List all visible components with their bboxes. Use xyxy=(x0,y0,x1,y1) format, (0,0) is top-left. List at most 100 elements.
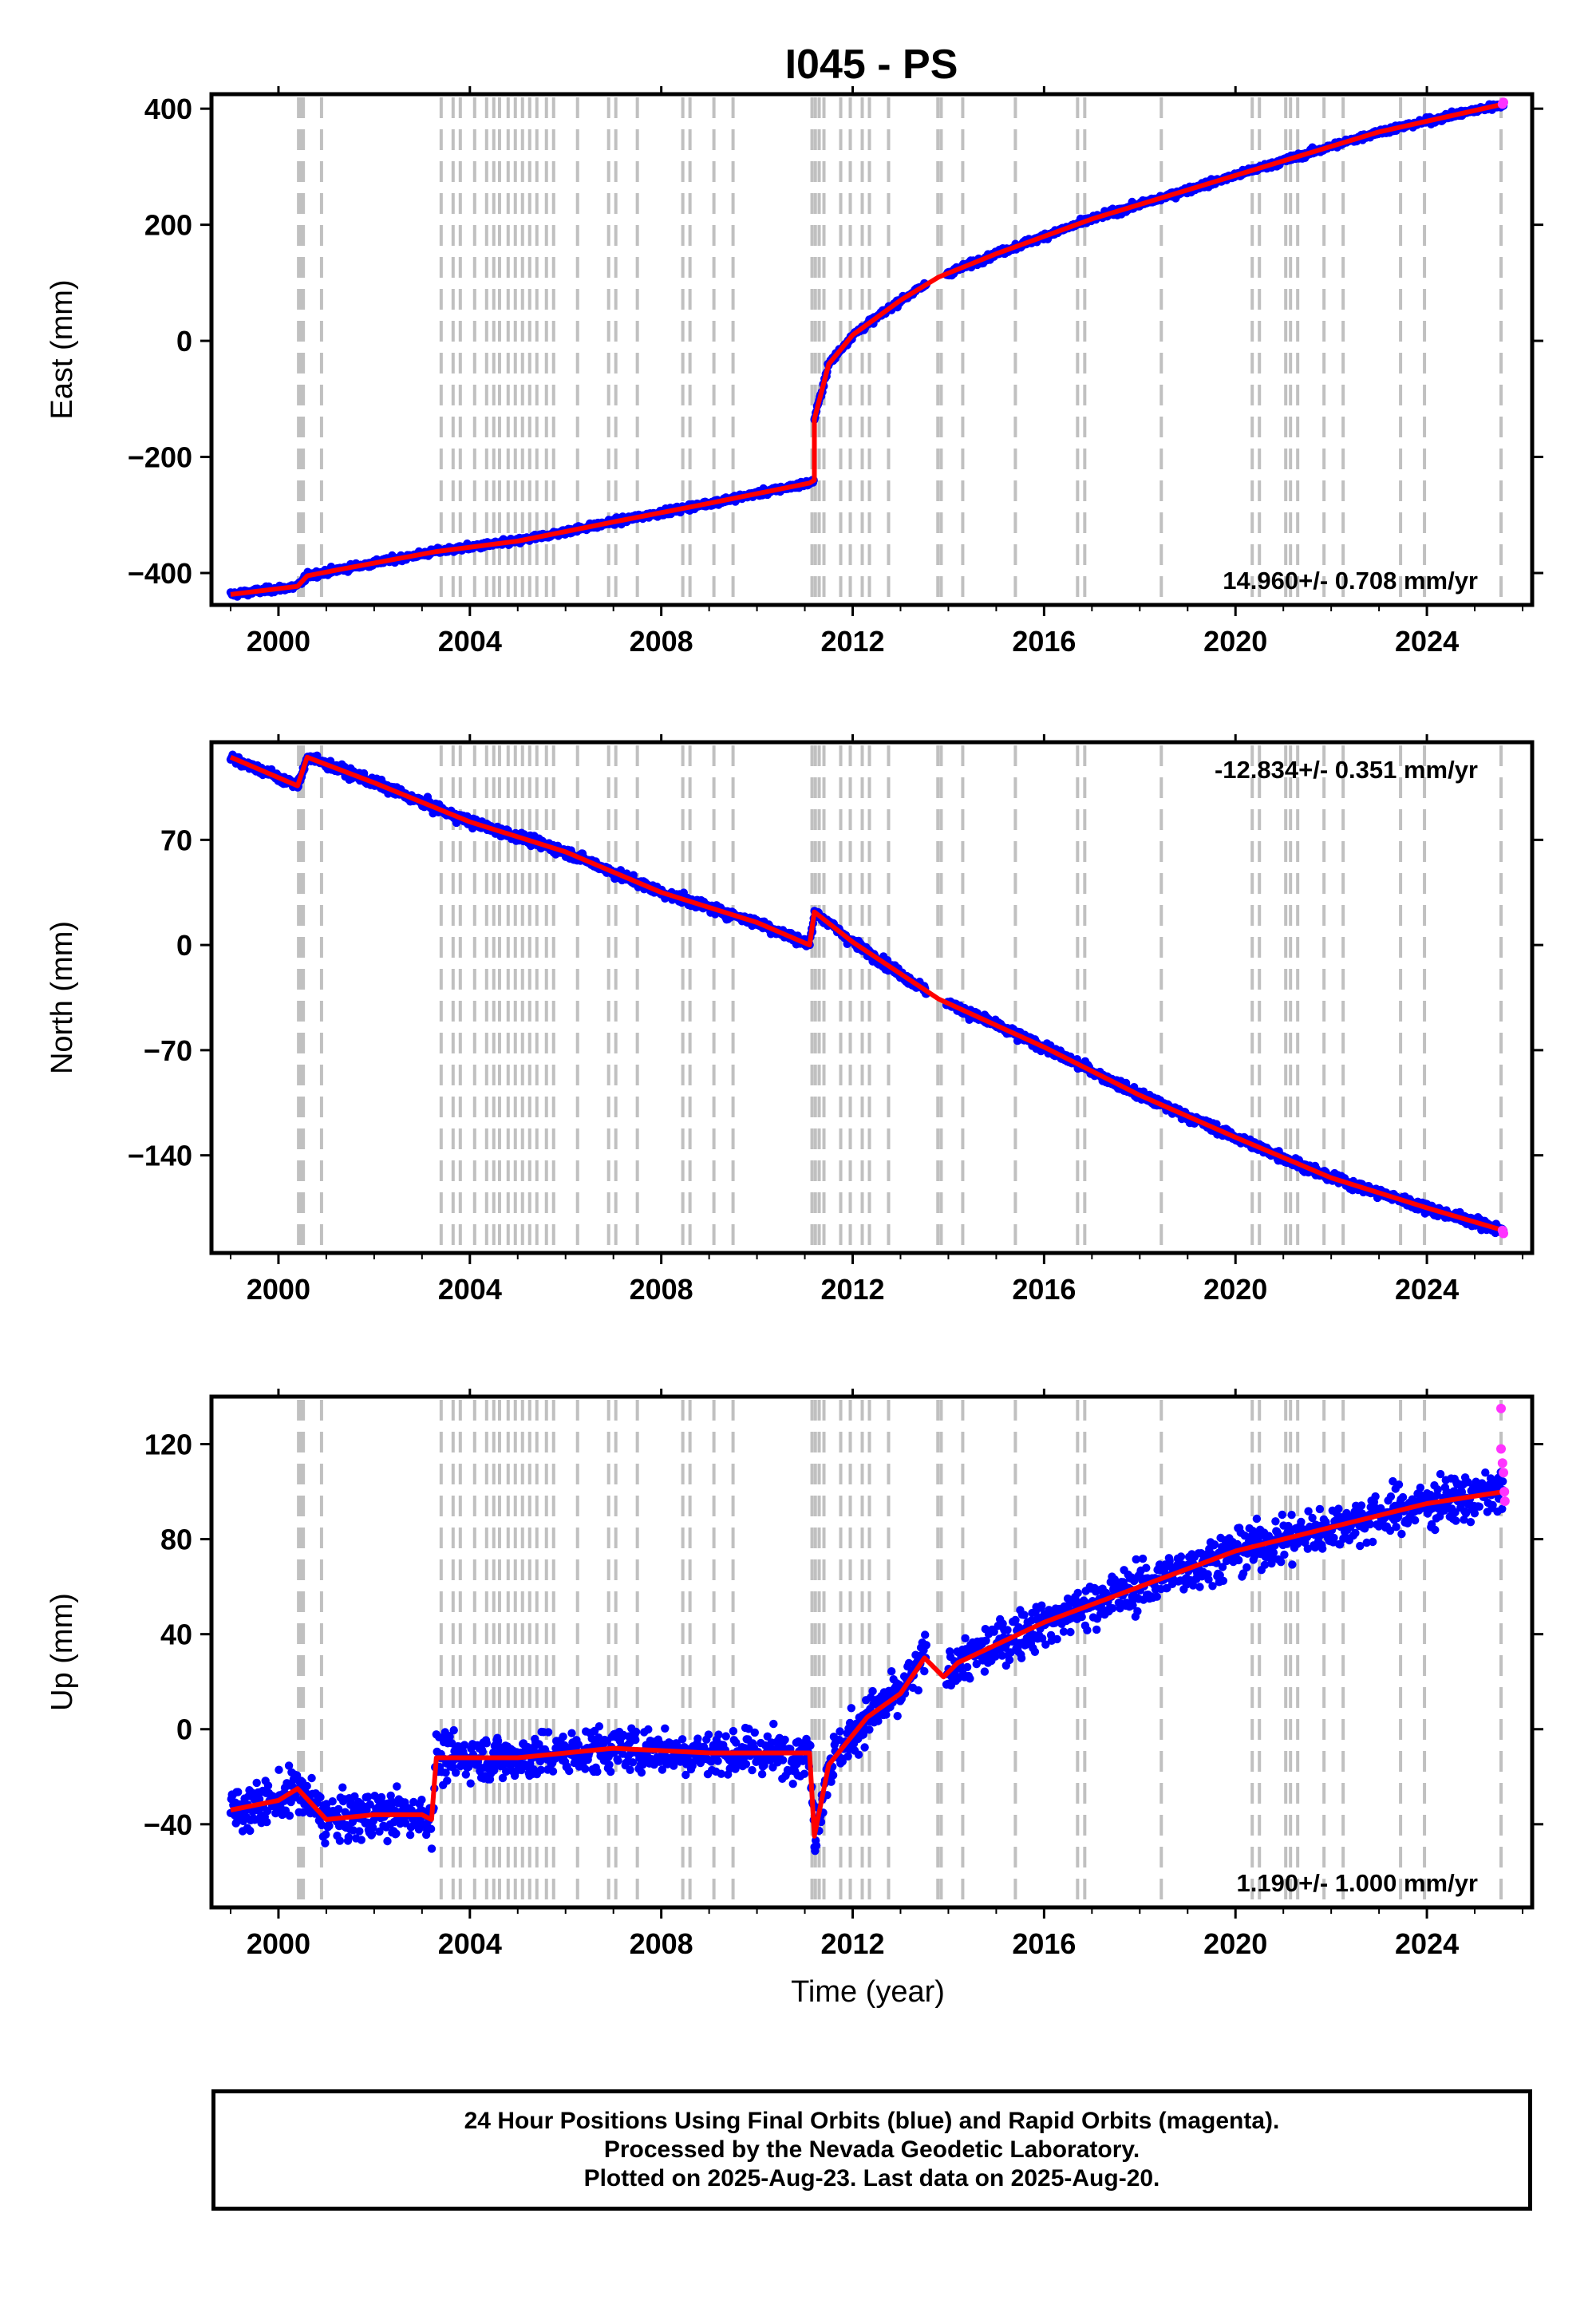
data-point xyxy=(763,1732,772,1741)
data-point xyxy=(778,1756,788,1765)
data-point xyxy=(605,1761,614,1769)
data-point xyxy=(606,1767,615,1777)
data-point xyxy=(812,1841,821,1850)
panels: 2000 2004 2008 2012 2016 2020 2024−400−2000200… xyxy=(45,86,1543,2009)
plot-frame xyxy=(209,740,1535,1255)
model-line xyxy=(229,754,1504,1233)
data-point xyxy=(255,1795,264,1804)
y-axis-label: East (mm) xyxy=(45,279,79,419)
y-tick-label: 400 xyxy=(144,93,192,125)
data-point xyxy=(246,1826,255,1836)
x-tick-label: 2012 xyxy=(820,625,884,658)
data-point xyxy=(714,1730,723,1739)
rapid-point xyxy=(1499,97,1508,108)
data-point xyxy=(466,1779,475,1788)
data-point xyxy=(693,1734,702,1743)
data-point xyxy=(806,1741,815,1750)
data-point xyxy=(328,1797,337,1806)
final-orbit-points xyxy=(226,1468,1508,1856)
data-point xyxy=(449,1725,458,1735)
data-point xyxy=(284,1761,294,1770)
data-point xyxy=(574,1740,583,1749)
data-point xyxy=(460,1741,469,1749)
x-tick-label: 2024 xyxy=(1395,625,1459,658)
data-point xyxy=(285,1811,294,1820)
data-point xyxy=(704,1730,713,1739)
data-point xyxy=(628,1758,638,1767)
data-point xyxy=(443,1777,452,1785)
panel-1: 2000 2004 2008 2012 2016 2020 2024−400−2000200… xyxy=(45,86,1543,658)
y-tick-label: −200 xyxy=(128,441,192,474)
data-point xyxy=(567,1729,576,1737)
data-point xyxy=(750,1728,759,1737)
data-point xyxy=(426,1824,436,1833)
plot-area xyxy=(226,745,1508,1250)
data-point xyxy=(741,1760,751,1769)
data-point xyxy=(322,1830,330,1839)
data-point xyxy=(357,1836,365,1844)
data-point xyxy=(344,1832,353,1842)
data-point xyxy=(661,1724,670,1733)
data-point xyxy=(565,1766,574,1776)
data-point xyxy=(355,1827,364,1836)
x-tick-label: 2012 xyxy=(820,1273,884,1306)
data-point xyxy=(523,1742,532,1752)
data-point xyxy=(721,1732,730,1741)
rate-label: -12.834+/- 0.351 mm/yr xyxy=(1215,756,1478,784)
data-point xyxy=(827,1777,836,1786)
y-axis-label: North (mm) xyxy=(45,921,79,1074)
data-point xyxy=(548,1767,558,1776)
data-point xyxy=(745,1725,753,1733)
data-point xyxy=(860,1743,869,1752)
data-point xyxy=(393,1782,401,1791)
x-tick-label: 2016 xyxy=(1012,625,1076,658)
plot-area xyxy=(226,97,1508,602)
data-point xyxy=(800,1769,809,1778)
data-point xyxy=(386,1791,395,1800)
x-tick-label: 2008 xyxy=(630,625,693,658)
data-point xyxy=(441,1769,450,1777)
rapid-point xyxy=(1499,1228,1508,1239)
data-point xyxy=(847,1704,856,1713)
x-tick-label: 2008 xyxy=(630,1273,693,1306)
data-point xyxy=(325,1821,334,1831)
data-point xyxy=(482,1739,491,1748)
data-point xyxy=(581,1765,590,1773)
data-point xyxy=(489,1766,499,1775)
y-tick-label: 0 xyxy=(176,929,192,962)
plot-area xyxy=(226,1400,1510,1904)
data-point xyxy=(347,1799,356,1808)
x-tick-label: 2020 xyxy=(1203,625,1267,658)
x-tick-label: 2004 xyxy=(438,625,502,658)
data-point xyxy=(631,1727,641,1737)
data-point xyxy=(302,1781,311,1791)
final-orbit-points xyxy=(226,750,1508,1238)
data-point xyxy=(417,1796,426,1804)
data-point xyxy=(368,1823,377,1832)
panel-3: 2000 2004 2008 2012 2016 2020 2024−4004080120U… xyxy=(45,1389,1543,2009)
x-tick-label: 2004 xyxy=(438,1273,502,1306)
data-point xyxy=(368,1830,377,1839)
data-point xyxy=(622,1758,630,1768)
y-tick-label: −140 xyxy=(128,1140,192,1172)
data-point xyxy=(316,1792,325,1802)
data-point xyxy=(631,1735,640,1745)
data-point xyxy=(748,1765,757,1775)
data-point xyxy=(836,1727,844,1736)
data-point xyxy=(593,1767,602,1777)
data-point xyxy=(854,1750,863,1759)
data-point xyxy=(334,1804,343,1814)
data-point xyxy=(644,1725,653,1734)
data-point xyxy=(713,1757,722,1765)
model-line xyxy=(230,101,1504,597)
data-point xyxy=(838,1757,847,1766)
data-point xyxy=(559,1732,567,1741)
data-point xyxy=(678,1735,687,1744)
data-point xyxy=(614,1757,622,1765)
data-point xyxy=(263,1781,273,1790)
data-point xyxy=(769,1719,778,1729)
data-point xyxy=(461,1770,470,1779)
data-point xyxy=(478,1747,487,1757)
x-tick-label: 2024 xyxy=(1395,1273,1459,1306)
